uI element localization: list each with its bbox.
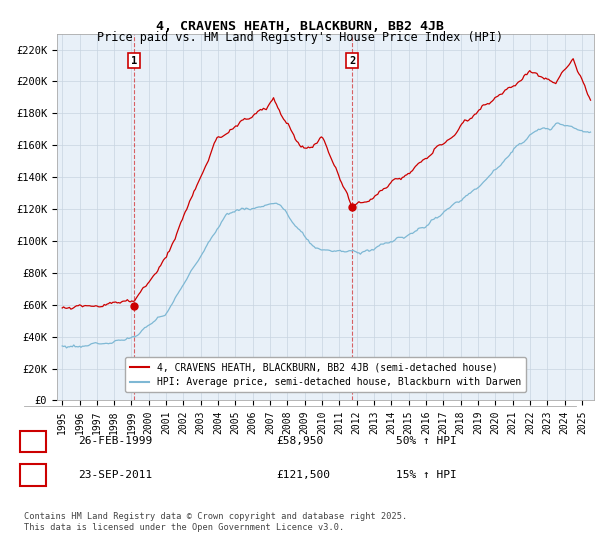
Text: 15% ↑ HPI: 15% ↑ HPI <box>396 470 457 480</box>
Legend: 4, CRAVENS HEATH, BLACKBURN, BB2 4JB (semi-detached house), HPI: Average price, : 4, CRAVENS HEATH, BLACKBURN, BB2 4JB (se… <box>125 357 526 392</box>
Text: 1: 1 <box>131 55 137 66</box>
Text: 2: 2 <box>349 55 355 66</box>
Text: 50% ↑ HPI: 50% ↑ HPI <box>396 436 457 446</box>
Text: 23-SEP-2011: 23-SEP-2011 <box>78 470 152 480</box>
Text: 26-FEB-1999: 26-FEB-1999 <box>78 436 152 446</box>
Text: £121,500: £121,500 <box>276 470 330 480</box>
Text: Price paid vs. HM Land Registry's House Price Index (HPI): Price paid vs. HM Land Registry's House … <box>97 31 503 44</box>
Text: Contains HM Land Registry data © Crown copyright and database right 2025.
This d: Contains HM Land Registry data © Crown c… <box>24 512 407 532</box>
Text: 4, CRAVENS HEATH, BLACKBURN, BB2 4JB: 4, CRAVENS HEATH, BLACKBURN, BB2 4JB <box>156 20 444 32</box>
Text: 2: 2 <box>29 470 37 480</box>
Text: £58,950: £58,950 <box>276 436 323 446</box>
Text: 1: 1 <box>29 436 37 446</box>
